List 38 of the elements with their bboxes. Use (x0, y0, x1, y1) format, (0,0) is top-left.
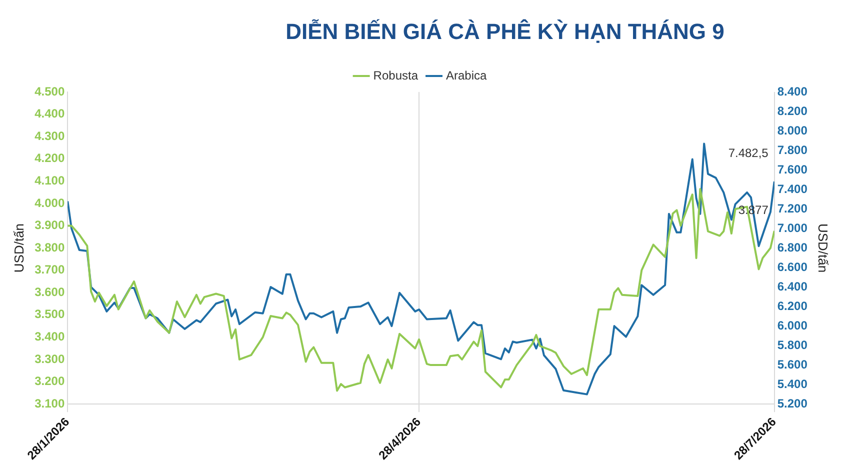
y2-tick-label: 6.800 (777, 240, 808, 254)
legend-label: Robusta (373, 68, 418, 82)
y-tick-label: 3.400 (34, 330, 65, 344)
y-tick-label: 3.100 (34, 396, 65, 410)
y2-tick-label: 5.200 (777, 396, 808, 410)
y2-tick-label: 8.400 (777, 84, 808, 98)
y2-axis-title: USD/tấn (816, 223, 831, 273)
y-tick-label: 4.300 (34, 128, 65, 143)
y2-tick-label: 6.400 (777, 279, 808, 294)
legend-label: Arabica (446, 68, 488, 82)
y2-tick-label: 6.600 (777, 260, 808, 274)
y2-tick-label: 7.200 (777, 201, 808, 216)
y2-tick-label: 7.800 (777, 142, 808, 157)
y-tick-label: 4.500 (34, 84, 65, 98)
y2-tick-label: 6.000 (777, 318, 808, 332)
y-axis-title: USD/tấn (11, 223, 26, 273)
y-tick-label: 3.200 (34, 374, 65, 388)
y2-tick-label: 8.200 (777, 104, 808, 118)
y2-tick-label: 7.000 (777, 220, 808, 235)
y-tick-label: 4.000 (34, 196, 65, 210)
y-tick-label: 3.900 (34, 218, 65, 232)
y-tick-label: 3.800 (34, 240, 65, 254)
y-tick-label: 3.300 (34, 352, 65, 366)
y-tick-label: 4.200 (34, 151, 65, 166)
y2-tick-label: 5.400 (777, 376, 808, 391)
y-tick-label: 3.500 (34, 307, 65, 322)
y2-tick-label: 5.600 (777, 357, 808, 372)
y2-tick-label: 8.000 (777, 123, 808, 138)
y-tick-label: 4.400 (34, 106, 65, 121)
y2-tick-label: 7.400 (777, 182, 808, 196)
y-tick-label: 3.700 (34, 262, 65, 277)
y2-tick-label: 5.800 (777, 338, 808, 352)
chart-title: DIỄN BIẾN GIÁ CÀ PHÊ KỲ HẠN THÁNG 9 (286, 19, 724, 45)
y2-tick-label: 6.200 (777, 298, 808, 313)
data-label: 7.482,5 (728, 146, 769, 160)
y-tick-label: 4.100 (34, 173, 65, 188)
y-tick-label: 3.600 (34, 284, 65, 299)
y2-tick-label: 7.600 (777, 162, 808, 176)
